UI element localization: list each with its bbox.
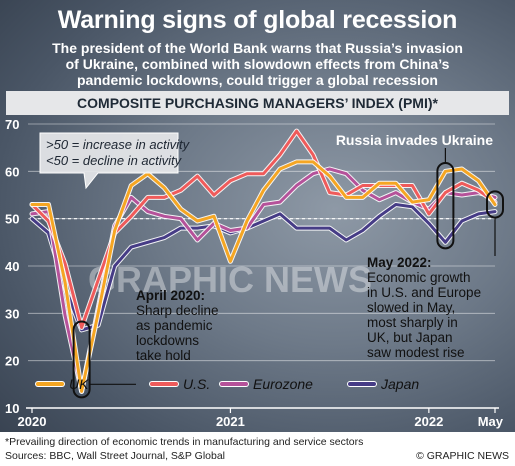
subtitle-line-1: The president of the World Bank warns th… [52, 40, 463, 56]
credit: © GRAPHIC NEWS [416, 450, 509, 462]
threshold-note-line: <50 = decline in activity [46, 153, 183, 168]
may-2022-annotation-line: most sharply in [367, 315, 458, 330]
threshold-note-line: >50 = increase in activity [46, 137, 191, 152]
legend-label: UK [69, 376, 89, 392]
may-2022-annotation-line: slowed in May, [367, 300, 455, 315]
may-2022-annotation-line: Economic growth [367, 270, 471, 285]
april-2020-annotation-line: as pandemic [136, 318, 213, 333]
watermark: GRAPHIC NEWS [88, 259, 372, 300]
subtitle-line-2: of Ukraine, combined with slowdown effec… [65, 56, 450, 72]
chart-title: COMPOSITE PURCHASING MANAGERS’ INDEX (PM… [77, 95, 438, 111]
april-2020-annotation-line: April 2020: [136, 288, 205, 303]
y-tick-label: 50 [5, 212, 19, 227]
y-tick-label: 40 [5, 259, 19, 274]
series-line-japan [30, 203, 497, 332]
y-tick-label: 60 [5, 164, 19, 179]
april-2020-annotation-line: Sharp decline [136, 303, 219, 318]
y-tick-label: 70 [5, 117, 19, 132]
page-title: Warning signs of global recession [57, 6, 458, 34]
legend-label: Eurozone [253, 376, 313, 392]
highlight-oval-april-2020 [72, 320, 91, 399]
y-tick-label: 30 [5, 306, 19, 321]
legend-label: Japan [380, 376, 419, 392]
may-2022-annotation-line: saw modest rise [367, 345, 465, 360]
x-tick-label: 2022 [414, 414, 443, 429]
legend-label: U.S. [183, 376, 210, 392]
x-tick-label: May [478, 414, 504, 429]
russia-invasion-annotation: Russia invades Ukraine [336, 132, 493, 148]
may-2022-annotation-line: UK, but Japan [367, 330, 453, 345]
x-tick-label: 2021 [216, 414, 245, 429]
subtitle: The president of the World Bank warns th… [30, 40, 485, 88]
footer-band [0, 432, 515, 466]
y-tick-label: 10 [5, 401, 19, 416]
x-tick-label: 2020 [18, 414, 47, 429]
may-2022-annotation-line: in U.S. and Europe [367, 285, 481, 300]
threshold-note-box [39, 132, 179, 190]
subtitle-line-3: pandemic lockdowns, could trigger a glob… [77, 72, 438, 88]
april-2020-annotation-line: take hold [136, 348, 191, 363]
april-2020-annotation-line: lockdowns [136, 333, 199, 348]
footnote: *Prevailing direction of economic trends… [5, 436, 364, 448]
series-line-uk [30, 160, 497, 393]
y-tick-label: 20 [5, 354, 19, 369]
may-2022-annotation-line: May 2022: [367, 255, 432, 270]
sources: Sources: BBC, Wall Street Journal, S&P G… [5, 450, 226, 462]
chart-title-band [6, 91, 509, 115]
